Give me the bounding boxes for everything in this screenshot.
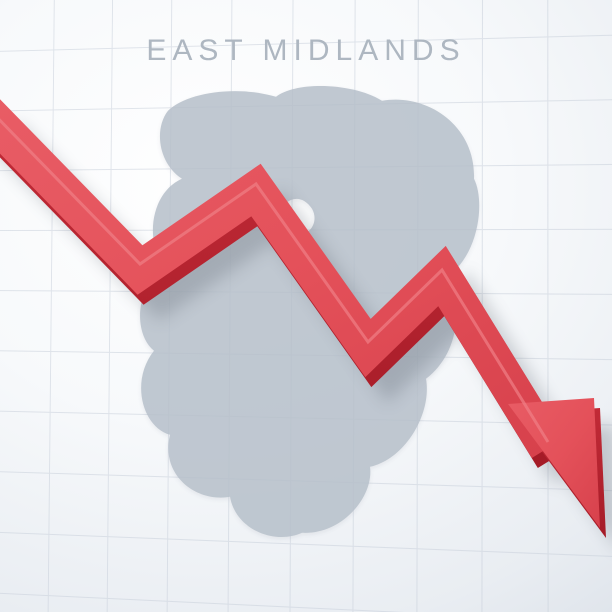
- trend-arrow: [0, 0, 612, 612]
- infographic-canvas: EAST MIDLANDS: [0, 0, 612, 612]
